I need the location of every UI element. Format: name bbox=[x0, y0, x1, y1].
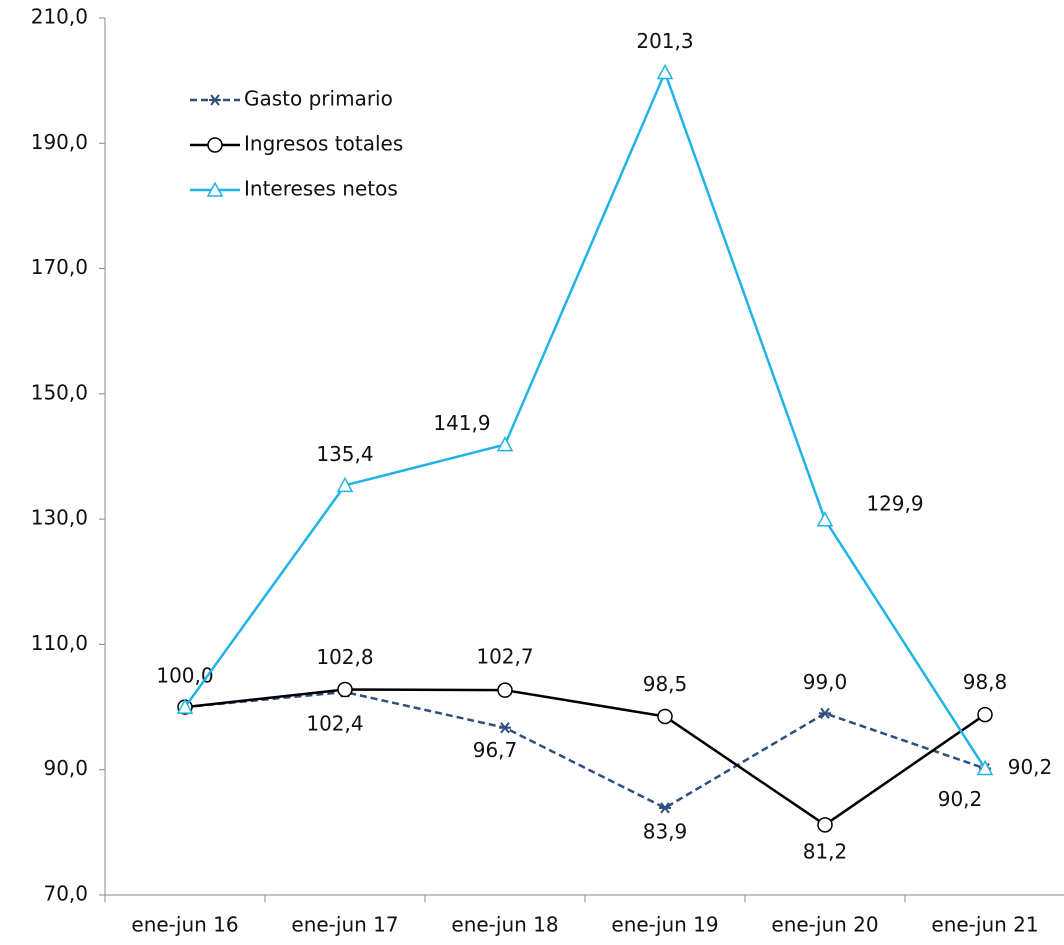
marker bbox=[496, 436, 514, 452]
marker-stroke bbox=[500, 722, 510, 734]
x-tick-label: ene-jun 19 bbox=[611, 913, 718, 937]
data-label: 96,7 bbox=[473, 738, 518, 762]
marker bbox=[977, 706, 993, 723]
marker bbox=[817, 817, 833, 833]
y-tick-label: 150,0 bbox=[31, 380, 88, 404]
data-label: 102,8 bbox=[316, 645, 373, 669]
legend-label: Ingresos totales bbox=[244, 132, 403, 156]
marker bbox=[176, 698, 194, 714]
data-label: 135,4 bbox=[316, 442, 373, 466]
x-tick-label: ene-jun 17 bbox=[291, 913, 398, 937]
series-line bbox=[184, 690, 986, 810]
x-tick-label: ene-jun 18 bbox=[451, 913, 558, 937]
marker-stroke bbox=[210, 94, 220, 106]
marker bbox=[497, 682, 513, 698]
data-label: 102,7 bbox=[476, 645, 533, 669]
y-tick-label: 190,0 bbox=[31, 130, 88, 154]
series-line bbox=[183, 69, 987, 770]
x-tick-label: ene-jun 21 bbox=[931, 913, 1038, 937]
marker bbox=[336, 476, 354, 493]
data-label: 99,0 bbox=[803, 670, 848, 694]
data-label: 90,2 bbox=[938, 787, 983, 811]
data-label: 129,9 bbox=[866, 491, 923, 515]
y-tick-label: 90,0 bbox=[43, 756, 88, 780]
data-label: 98,8 bbox=[963, 670, 1008, 694]
x-tick-label: ene-jun 20 bbox=[771, 913, 878, 937]
marker bbox=[656, 63, 674, 80]
marker-stroke bbox=[820, 707, 830, 719]
marker bbox=[499, 722, 511, 734]
y-tick-label: 110,0 bbox=[31, 631, 88, 655]
marker-stroke bbox=[660, 802, 670, 814]
x-tick-label: ene-jun 16 bbox=[131, 913, 238, 937]
data-label: 141,9 bbox=[433, 411, 490, 435]
marker bbox=[819, 707, 831, 719]
marker bbox=[206, 181, 224, 197]
data-label: 102,4 bbox=[306, 712, 363, 736]
marker bbox=[657, 708, 673, 725]
marker bbox=[337, 681, 353, 698]
data-label: 83,9 bbox=[643, 819, 688, 843]
y-tick-label: 170,0 bbox=[31, 255, 88, 279]
y-tick-label: 130,0 bbox=[31, 506, 88, 530]
marker bbox=[659, 802, 671, 814]
y-tick-label: 70,0 bbox=[43, 882, 88, 906]
legend-label: Gasto primario bbox=[244, 87, 393, 111]
data-label: 100,0 bbox=[156, 664, 213, 688]
data-label: 201,3 bbox=[636, 29, 693, 53]
marker bbox=[976, 759, 994, 776]
data-label: 81,2 bbox=[803, 839, 848, 863]
y-tick-label: 210,0 bbox=[31, 5, 88, 29]
marker bbox=[209, 94, 221, 106]
marker bbox=[816, 511, 834, 527]
legend-label: Intereses netos bbox=[244, 177, 398, 201]
data-label: 98,5 bbox=[643, 672, 688, 696]
series-line bbox=[184, 688, 986, 827]
data-label: 90,2 bbox=[1008, 755, 1053, 779]
marker bbox=[207, 137, 223, 153]
